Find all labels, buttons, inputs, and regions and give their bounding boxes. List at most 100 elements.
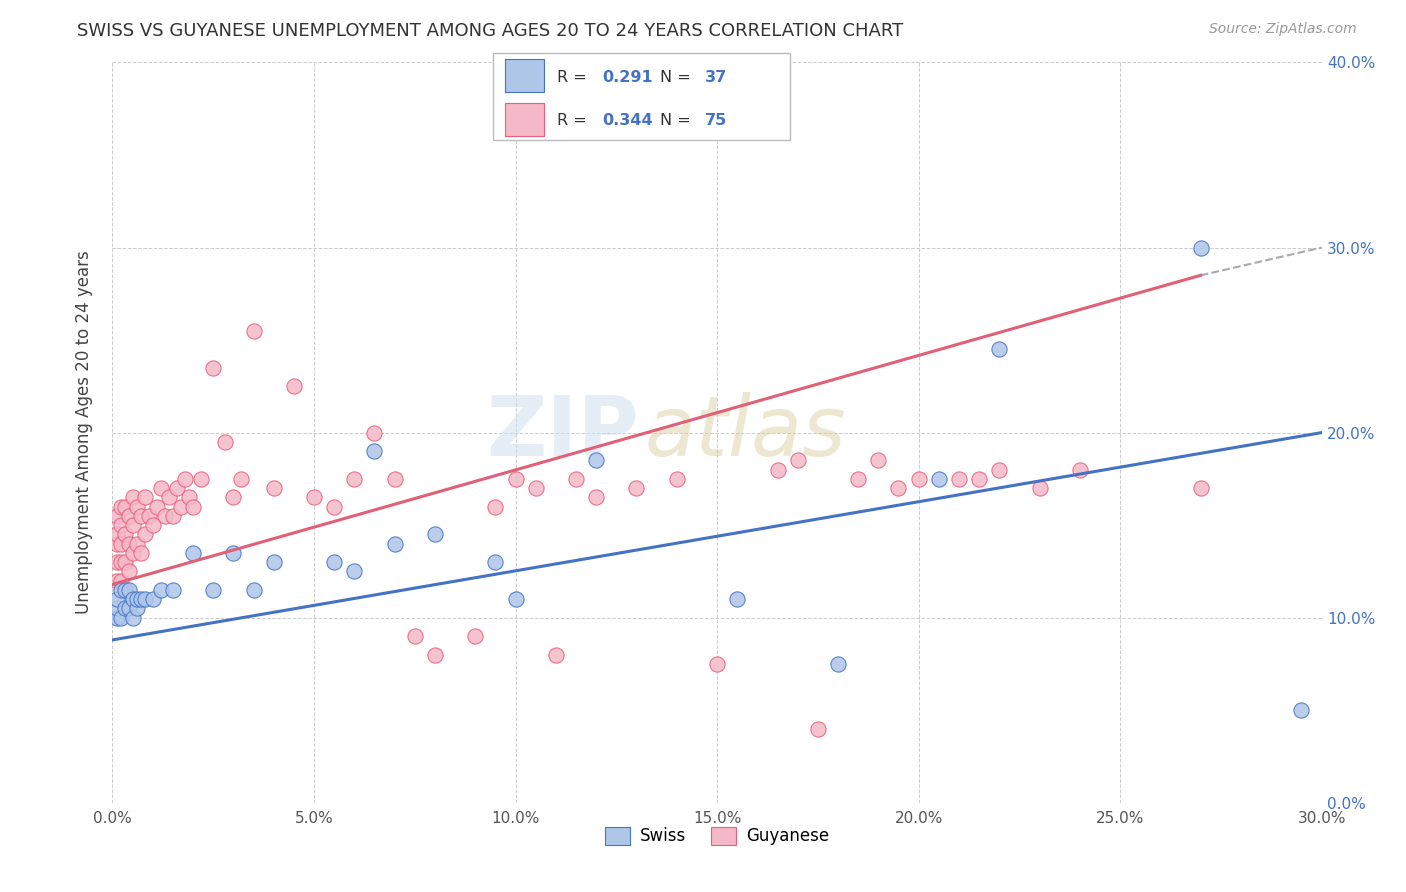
Point	[121, 518, 143, 533]
Point	[190, 472, 212, 486]
Point	[153, 508, 176, 523]
Point	[222, 546, 245, 560]
Point	[105, 574, 128, 588]
Point	[725, 592, 748, 607]
Text: 37: 37	[704, 70, 727, 85]
Point	[868, 453, 890, 467]
Point	[125, 592, 148, 607]
Point	[283, 379, 305, 393]
Point	[177, 491, 200, 505]
Text: atlas: atlas	[644, 392, 846, 473]
Point	[585, 453, 607, 467]
Point	[110, 518, 132, 533]
Point	[565, 472, 588, 486]
Point	[363, 425, 385, 440]
Point	[170, 500, 193, 514]
Point	[105, 592, 128, 607]
Text: N =: N =	[661, 113, 696, 128]
Point	[343, 565, 366, 579]
Point	[181, 500, 204, 514]
Point	[110, 582, 132, 597]
Point	[110, 500, 132, 514]
Point	[174, 472, 197, 486]
Point	[323, 500, 346, 514]
Point	[242, 582, 264, 597]
Point	[928, 472, 950, 486]
Text: SWISS VS GUYANESE UNEMPLOYMENT AMONG AGES 20 TO 24 YEARS CORRELATION CHART: SWISS VS GUYANESE UNEMPLOYMENT AMONG AGE…	[77, 22, 904, 40]
Point	[231, 472, 253, 486]
Point	[166, 481, 188, 495]
Point	[384, 536, 406, 550]
Point	[105, 610, 128, 624]
Point	[807, 722, 830, 736]
Point	[121, 546, 143, 560]
Point	[125, 536, 148, 550]
Text: R =: R =	[557, 70, 592, 85]
Legend: Swiss, Guyanese: Swiss, Guyanese	[596, 818, 838, 854]
Point	[222, 491, 245, 505]
Point	[121, 610, 143, 624]
Point	[988, 343, 1011, 357]
Point	[105, 536, 128, 550]
Point	[907, 472, 929, 486]
Point	[138, 508, 160, 523]
Point	[121, 592, 143, 607]
Point	[948, 472, 970, 486]
Point	[162, 508, 184, 523]
Point	[484, 555, 506, 569]
Point	[110, 555, 132, 569]
Point	[149, 481, 172, 495]
Point	[1189, 240, 1212, 255]
FancyBboxPatch shape	[506, 59, 544, 92]
Point	[121, 491, 143, 505]
Point	[134, 527, 156, 541]
Point	[846, 472, 869, 486]
Point	[665, 472, 688, 486]
Text: Source: ZipAtlas.com: Source: ZipAtlas.com	[1209, 22, 1357, 37]
Point	[105, 601, 128, 615]
Point	[214, 434, 236, 449]
Point	[110, 574, 132, 588]
Point	[125, 500, 148, 514]
Point	[302, 491, 325, 505]
Point	[384, 472, 406, 486]
Point	[129, 592, 152, 607]
Point	[117, 601, 139, 615]
Text: 75: 75	[704, 113, 727, 128]
Point	[706, 657, 728, 671]
Point	[110, 536, 132, 550]
Point	[117, 536, 139, 550]
Point	[134, 592, 156, 607]
Point	[1291, 703, 1313, 717]
Point	[117, 565, 139, 579]
Text: N =: N =	[661, 70, 696, 85]
Point	[105, 555, 128, 569]
Point	[117, 582, 139, 597]
Point	[114, 527, 136, 541]
Text: 0.291: 0.291	[602, 70, 652, 85]
Point	[464, 629, 486, 643]
Point	[162, 582, 184, 597]
Point	[202, 582, 225, 597]
Point	[544, 648, 567, 662]
Point	[323, 555, 346, 569]
Point	[404, 629, 426, 643]
Point	[146, 500, 169, 514]
Point	[363, 444, 385, 458]
Point	[887, 481, 910, 495]
Point	[202, 360, 225, 375]
Text: ZIP: ZIP	[486, 392, 638, 473]
Point	[110, 610, 132, 624]
Point	[105, 527, 128, 541]
Point	[484, 500, 506, 514]
Text: 0.344: 0.344	[602, 113, 652, 128]
Y-axis label: Unemployment Among Ages 20 to 24 years: Unemployment Among Ages 20 to 24 years	[75, 251, 93, 615]
Point	[117, 508, 139, 523]
Point	[524, 481, 547, 495]
Point	[129, 546, 152, 560]
Point	[827, 657, 849, 671]
Point	[766, 462, 789, 476]
Point	[129, 508, 152, 523]
Point	[1028, 481, 1050, 495]
Point	[114, 500, 136, 514]
